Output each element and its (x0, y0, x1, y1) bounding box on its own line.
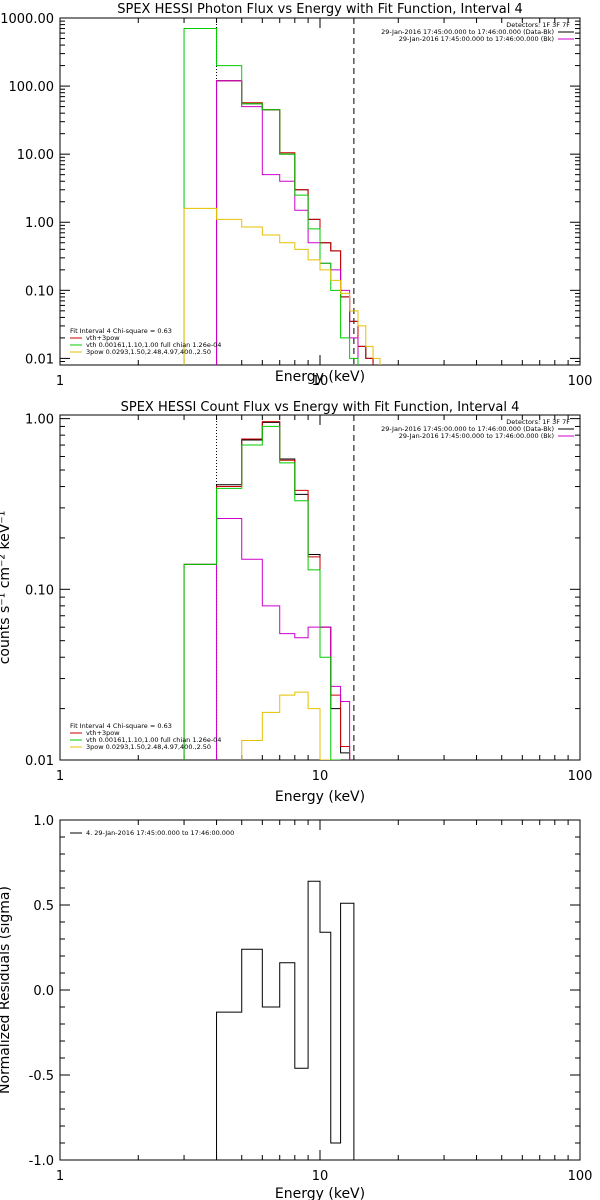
y-tick-label: 1000.00 (0, 12, 54, 27)
legend-entry: 3pow 0.0293,1.50,2.48,4.97,400.,2.50 (86, 743, 211, 751)
series-group (183, 421, 351, 760)
y-tick-label: 100.00 (9, 80, 55, 95)
legend-detectors: Detectors: 1F 3F 7F (506, 21, 570, 29)
fit-legend-header: Fit Interval 4 Chi-square = 0.63 (70, 327, 172, 335)
y-tick-label: 1.0 (33, 814, 54, 829)
x-axis-label: Energy (keV) (275, 1186, 365, 1200)
x-axis-label: Energy (keV) (275, 369, 365, 385)
legend-entry: 29-Jan-2016 17:45:00.000 to 17:46:00.000… (381, 28, 554, 36)
series-line-4 (241, 691, 331, 760)
x-tick-label: 1 (56, 769, 64, 784)
y-tick-label: 1.00 (25, 216, 54, 231)
plot-frame (59, 819, 581, 1161)
legend-entry: vth+3pow (86, 729, 120, 737)
legend-entry: 29-Jan-2016 17:45:00.000 to 17:46:00.000… (399, 432, 554, 440)
y-tick-label: 1.00 (25, 413, 54, 428)
plot-frame (59, 17, 581, 366)
series-group (216, 880, 355, 1160)
chart-title: SPEX HESSI Count Flux vs Energy with Fit… (121, 400, 520, 415)
y-axis-label: Normalized Residuals (sigma) (0, 886, 13, 1094)
legend-entry: vth 0.00161,1.10,1.00 full chian 1.26e-0… (86, 736, 221, 744)
y-tick-label: 0.10 (25, 583, 54, 598)
x-tick-label: 10 (312, 1169, 329, 1184)
series-group (183, 28, 381, 365)
series-line-1 (183, 421, 351, 760)
x-tick-label: 10 (312, 769, 329, 784)
legend-entry: 4. 29-Jan-2016 17:45:00.000 to 17:46:00.… (86, 829, 234, 837)
series-line-4 (183, 207, 381, 365)
legend-entry: vth 0.00161,1.10,1.00 full chian 1.26e-0… (86, 341, 221, 349)
residuals-panel: 1 10 100 1.0 0.5 0.0 -0.5 -1.0 Energy (keV) Norma… (0, 814, 592, 1200)
y-tick-label: 0.01 (25, 352, 54, 367)
series-line-2 (216, 80, 359, 365)
x-tick-label: 10 (312, 374, 329, 389)
y-tick-label: 0.0 (33, 984, 54, 999)
count-flux-panel: SPEX HESSI Count Flux vs Energy with Fit… (0, 400, 592, 805)
series-line-0 (183, 421, 351, 760)
x-tick-label: 100 (568, 769, 593, 784)
x-tick-label: 1 (56, 374, 64, 389)
y-tick-label: -0.5 (29, 1069, 54, 1084)
chart-title: SPEX HESSI Photon Flux vs Energy with Fi… (117, 2, 523, 17)
y-tick-label: 0.5 (33, 899, 54, 914)
y-axis-label: counts s⁻¹ cm⁻² keV⁻¹ (0, 511, 13, 665)
fit-legend-header: Fit Interval 4 Chi-square = 0.63 (70, 722, 172, 730)
series-line-3 (183, 425, 341, 760)
legend-entry: vth+3pow (86, 334, 120, 342)
y-tick-label: 0.10 (25, 284, 54, 299)
y-tick-label: -1.0 (29, 1154, 54, 1169)
x-tick-label: 100 (568, 1169, 593, 1184)
series-line-0 (216, 880, 355, 1160)
series-line-2 (216, 517, 351, 760)
photon-flux-panel: SPEX HESSI Photon Flux vs Energy with Fi… (0, 2, 592, 389)
x-tick-label: 1 (56, 1169, 64, 1184)
x-tick-label: 100 (568, 374, 593, 389)
y-tick-label: 0.01 (25, 754, 54, 769)
legend-entry: 29-Jan-2016 17:45:00.000 to 17:46:00.000… (399, 35, 554, 43)
legend-entry: 3pow 0.0293,1.50,2.48,4.97,400.,2.50 (86, 348, 211, 356)
y-tick-label: 10.00 (17, 148, 54, 163)
x-axis-label: Energy (keV) (275, 789, 365, 805)
legend-detectors: Detectors: 1F 3F 7F (506, 418, 570, 426)
series-line-3 (183, 28, 359, 365)
legend-entry: 29-Jan-2016 17:45:00.000 to 17:46:00.000… (381, 425, 554, 433)
